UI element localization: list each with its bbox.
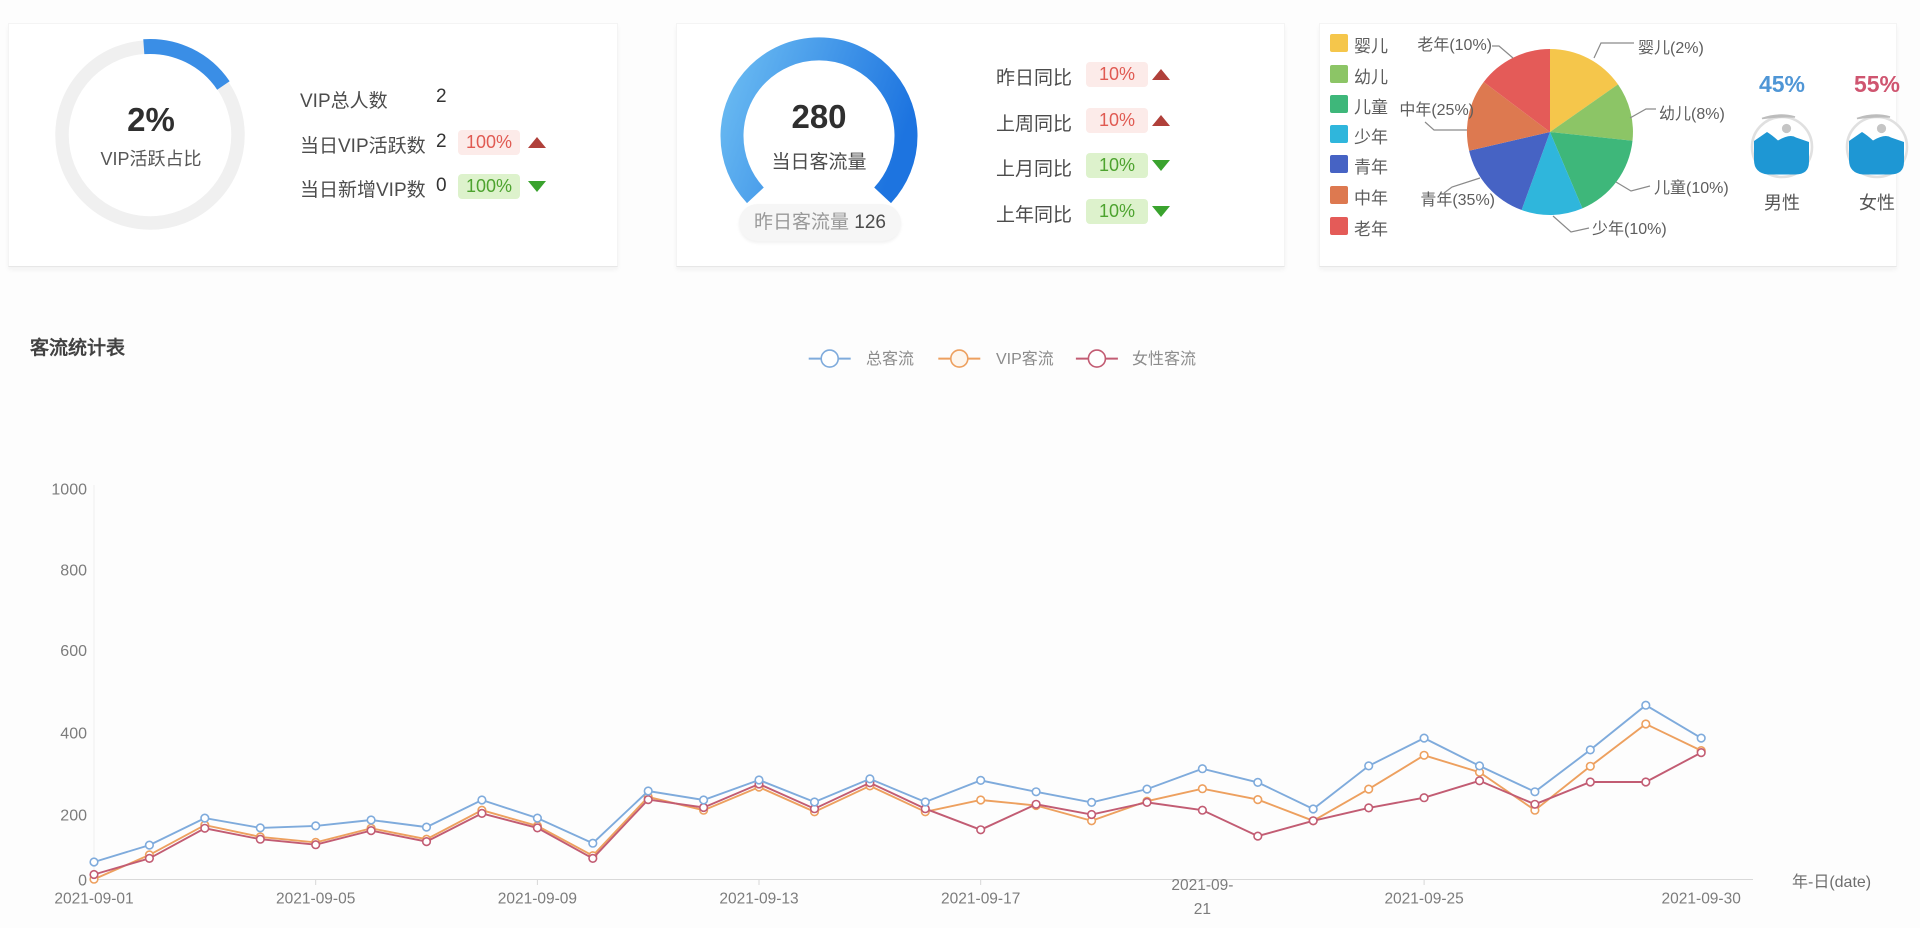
svg-text:2021-09-30: 2021-09-30 bbox=[1662, 891, 1742, 908]
svg-text:200: 200 bbox=[60, 808, 87, 825]
svg-text:年-日(date): 年-日(date) bbox=[1792, 873, 1871, 891]
svg-text:55%: 55% bbox=[1854, 71, 1900, 97]
svg-text:总客流: 总客流 bbox=[866, 350, 914, 368]
svg-text:2021-09-09: 2021-09-09 bbox=[498, 891, 577, 908]
svg-text:老年(10%): 老年(10%) bbox=[1417, 36, 1492, 54]
svg-text:2021-09-01: 2021-09-01 bbox=[54, 891, 133, 908]
svg-text:45%: 45% bbox=[1759, 71, 1805, 97]
svg-text:2021-09-25: 2021-09-25 bbox=[1384, 891, 1463, 908]
svg-text:400: 400 bbox=[60, 726, 87, 743]
svg-text:21: 21 bbox=[1194, 901, 1211, 918]
svg-text:青年(35%): 青年(35%) bbox=[1420, 191, 1495, 209]
svg-text:2021-09-13: 2021-09-13 bbox=[719, 891, 798, 908]
svg-text:少年(10%): 少年(10%) bbox=[1592, 220, 1667, 238]
svg-text:婴儿(2%): 婴儿(2%) bbox=[1638, 39, 1704, 57]
svg-text:男性: 男性 bbox=[1764, 193, 1800, 213]
svg-text:女性客流: 女性客流 bbox=[1132, 349, 1196, 368]
svg-text:VIP客流: VIP客流 bbox=[996, 350, 1054, 368]
svg-text:儿童(10%): 儿童(10%) bbox=[1654, 178, 1729, 197]
svg-text:800: 800 bbox=[60, 563, 87, 580]
svg-text:600: 600 bbox=[60, 643, 87, 660]
svg-text:幼儿(8%): 幼儿(8%) bbox=[1659, 105, 1725, 123]
svg-text:2021-09-17: 2021-09-17 bbox=[941, 891, 1020, 908]
svg-text:2021-09-: 2021-09- bbox=[1171, 877, 1233, 894]
svg-text:2021-09-05: 2021-09-05 bbox=[276, 891, 355, 908]
svg-text:1000: 1000 bbox=[51, 482, 87, 499]
svg-text:0: 0 bbox=[78, 873, 87, 890]
svg-text:女性: 女性 bbox=[1859, 193, 1895, 213]
svg-text:中年(25%): 中年(25%) bbox=[1399, 101, 1474, 119]
